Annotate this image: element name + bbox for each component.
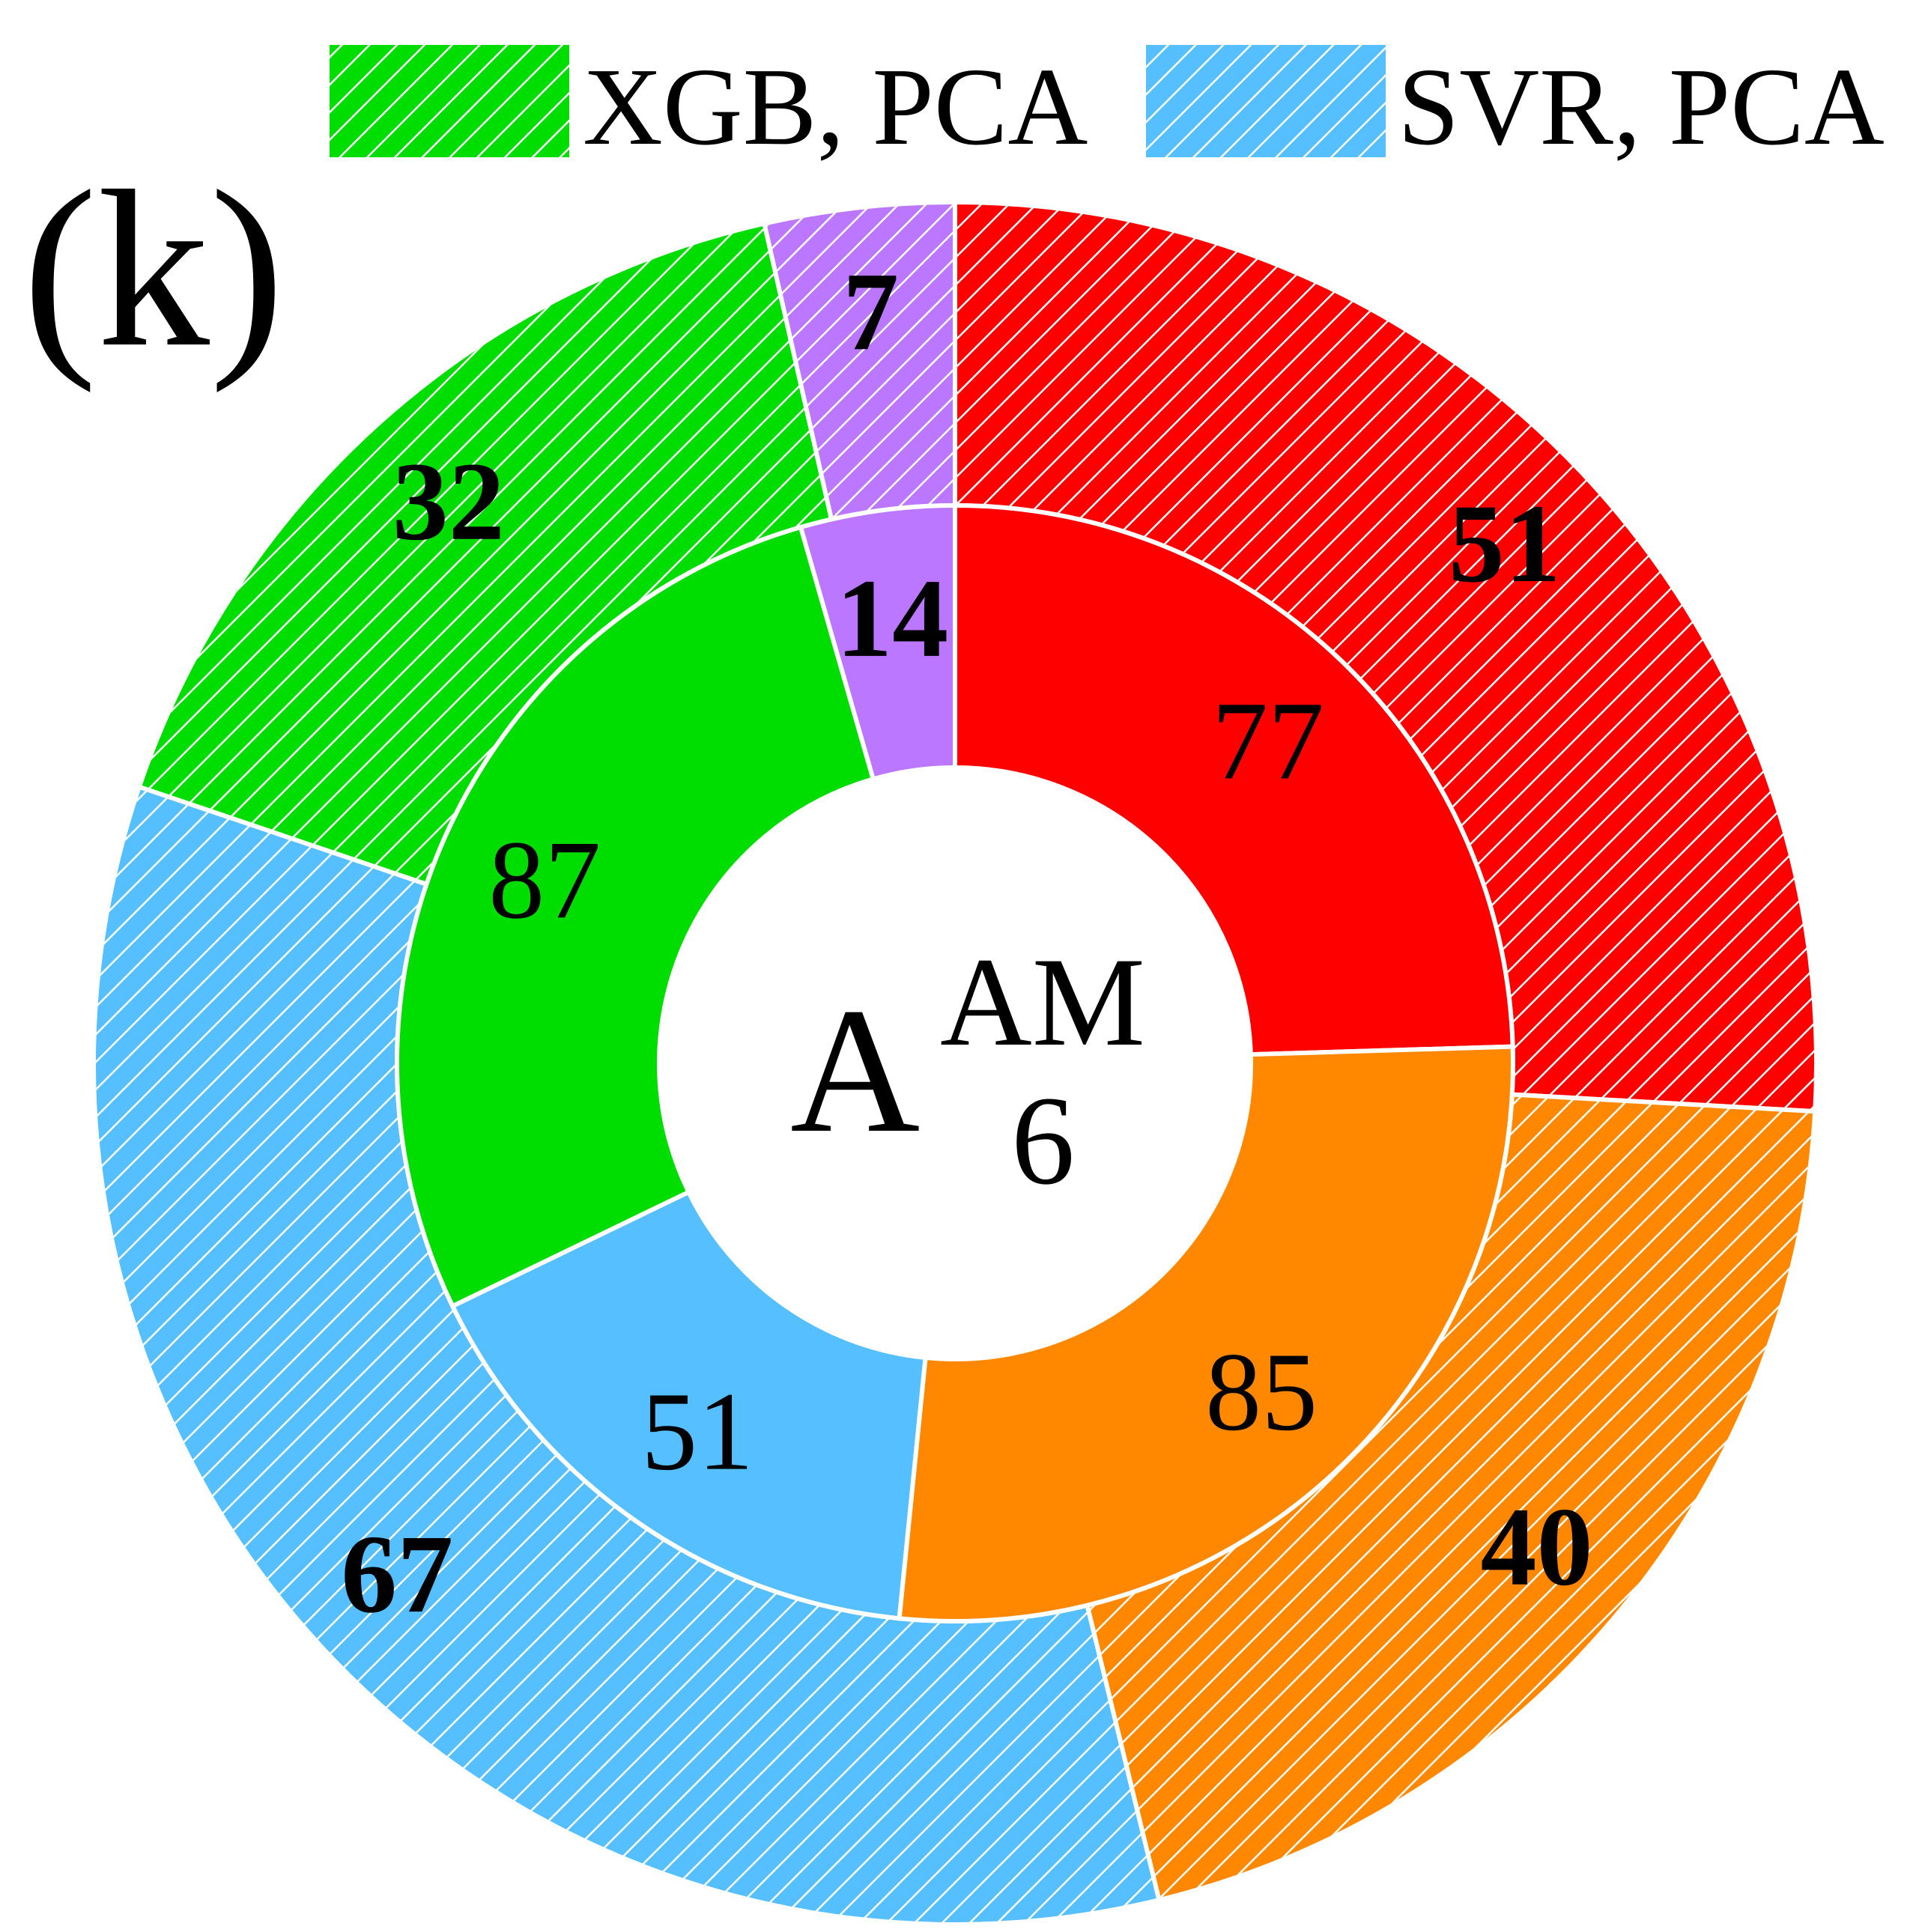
center-label: A AM 6 (790, 932, 1145, 1211)
inner-slice-0 (953, 502, 1515, 1057)
outer-slice-1-hatch (1087, 1094, 1816, 1901)
inner-slice-label-2: 51 (641, 1370, 754, 1494)
legend-item-xgb: XGB, PCA (330, 45, 1088, 168)
center-superscript: AM (940, 932, 1145, 1072)
legend-label-xgb: XGB, PCA (583, 46, 1088, 168)
outer-slice-label-2: 67 (341, 1512, 453, 1636)
outer-slice-label-3: 32 (392, 440, 505, 564)
outer-slice-2-hatch (93, 786, 1159, 1925)
outer-slice-label-1: 40 (1481, 1485, 1593, 1609)
panel-label: (k) (22, 145, 285, 394)
inner-slice-3 (395, 524, 876, 1310)
inner-slice-1 (897, 1044, 1515, 1623)
outer-slice-4-hatch (764, 202, 955, 520)
slice-labels: 77 85 51 87 14 51 40 67 32 7 (341, 249, 1592, 1636)
inner-slice-label-0: 77 (1212, 678, 1324, 803)
outer-slice-label-4: 7 (843, 249, 899, 374)
center-letter: A (790, 970, 920, 1170)
inner-slice-label-4: 14 (836, 556, 948, 681)
inner-slice-label-1: 85 (1205, 1330, 1318, 1454)
legend-swatch-svr-hatch (1146, 45, 1386, 157)
legend-item-svr: SVR, PCA (1146, 45, 1885, 168)
inner-ring (395, 502, 1515, 1623)
outer-slice-0-hatch (955, 202, 1817, 1112)
inner-slice-label-3: 87 (488, 818, 601, 942)
outer-slice-3-hatch (139, 223, 832, 884)
center-subscript: 6 (1011, 1070, 1075, 1211)
outer-slice-label-0: 51 (1449, 482, 1561, 606)
inner-slice-4 (798, 502, 957, 783)
legend-label-svr: SVR, PCA (1398, 46, 1885, 168)
inner-slice-2 (449, 1188, 928, 1621)
legend: XGB, PCA SVR, PCA (330, 45, 1885, 168)
outer-ring (91, 199, 1819, 1927)
legend-swatch-xgb-hatch (330, 45, 569, 157)
